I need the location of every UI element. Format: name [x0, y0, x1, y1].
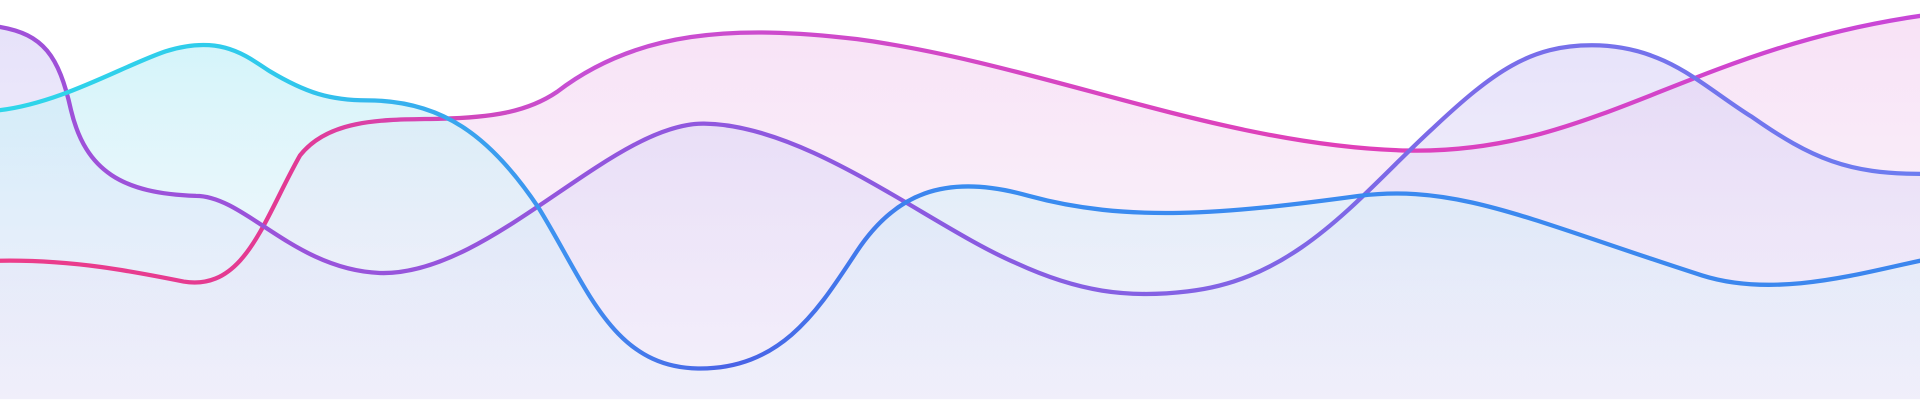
purple-wave-line — [0, 24, 1920, 297]
cyan-wave-fill — [0, 44, 1920, 400]
pink-wave-line — [0, 13, 1920, 285]
cyan-wave-line — [0, 42, 1920, 371]
